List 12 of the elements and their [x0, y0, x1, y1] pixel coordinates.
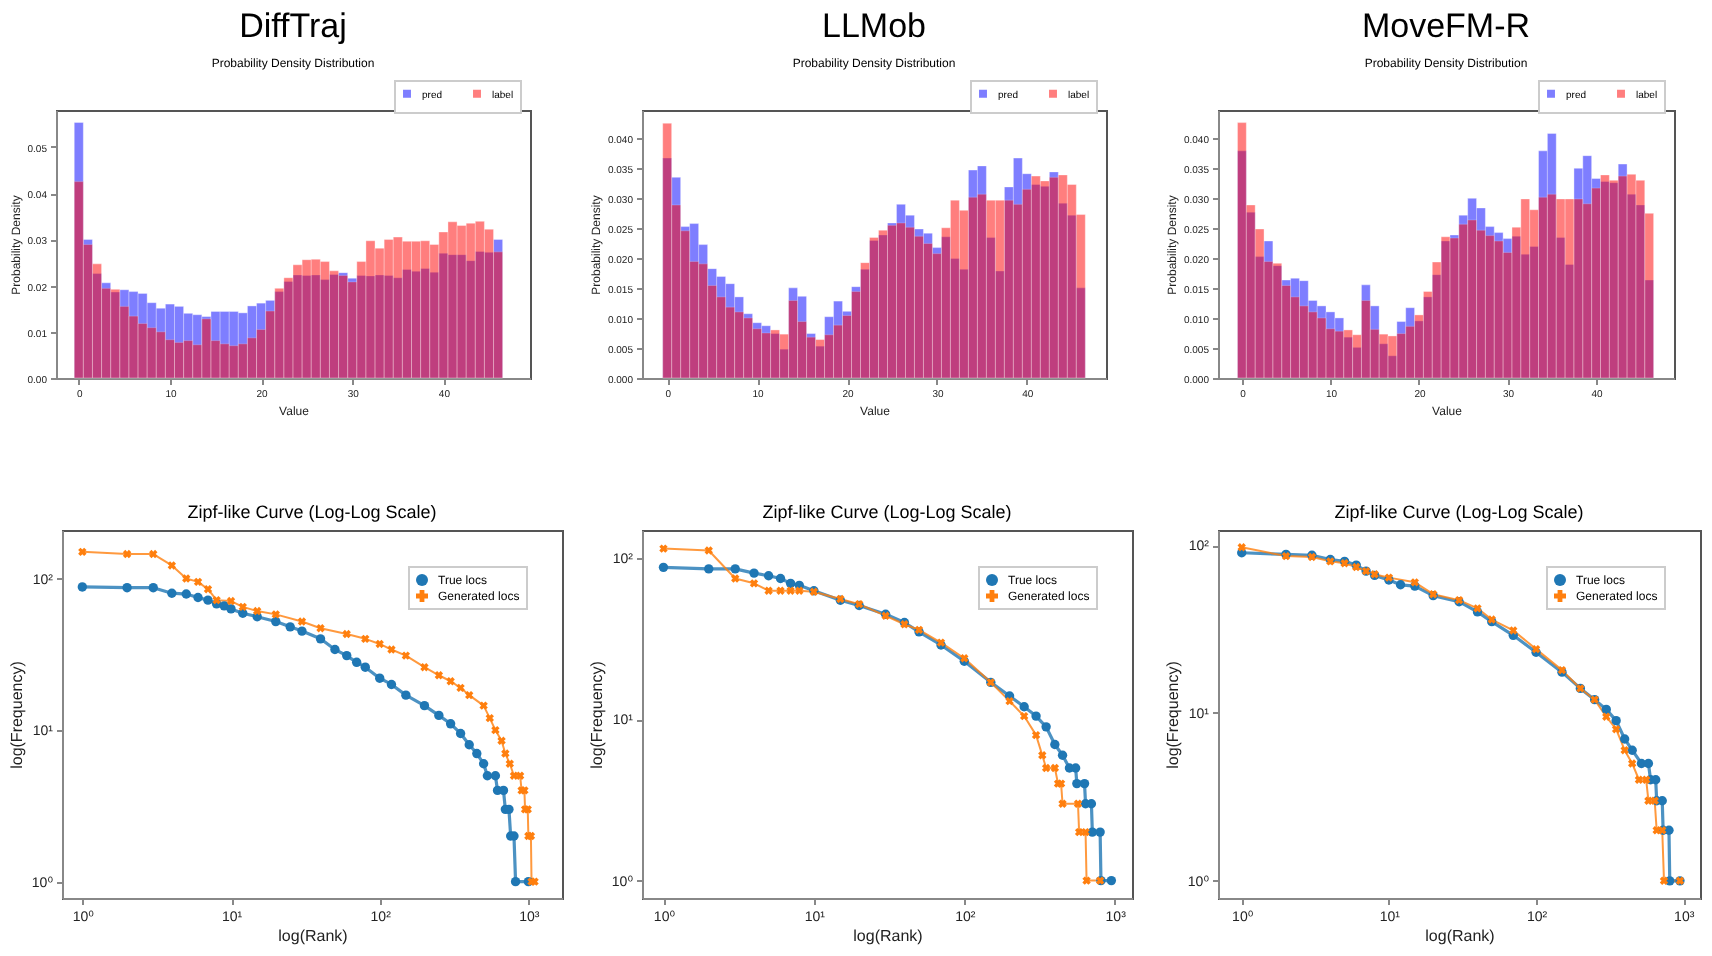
y-axis-title: log(Frequency): [7, 660, 26, 769]
y-axis-title: log(Frequency): [1163, 660, 1182, 769]
y-axis-title: log(Frequency): [587, 660, 606, 769]
chart-title: MoveFM-R: [1361, 7, 1531, 45]
chart-title: LLMob: [822, 7, 926, 45]
chart-title: Zipf-like Curve (Log-Log Scale): [762, 502, 1012, 522]
chart-title: DiffTraj: [239, 7, 347, 45]
x-axis-title: log(Rank): [853, 927, 924, 945]
chart-title: Zipf-like Curve (Log-Log Scale): [1334, 502, 1584, 522]
x-axis-title: log(Rank): [1425, 927, 1496, 945]
chart-title: Zipf-like Curve (Log-Log Scale): [187, 502, 437, 522]
x-axis-title: log(Rank): [278, 927, 349, 945]
